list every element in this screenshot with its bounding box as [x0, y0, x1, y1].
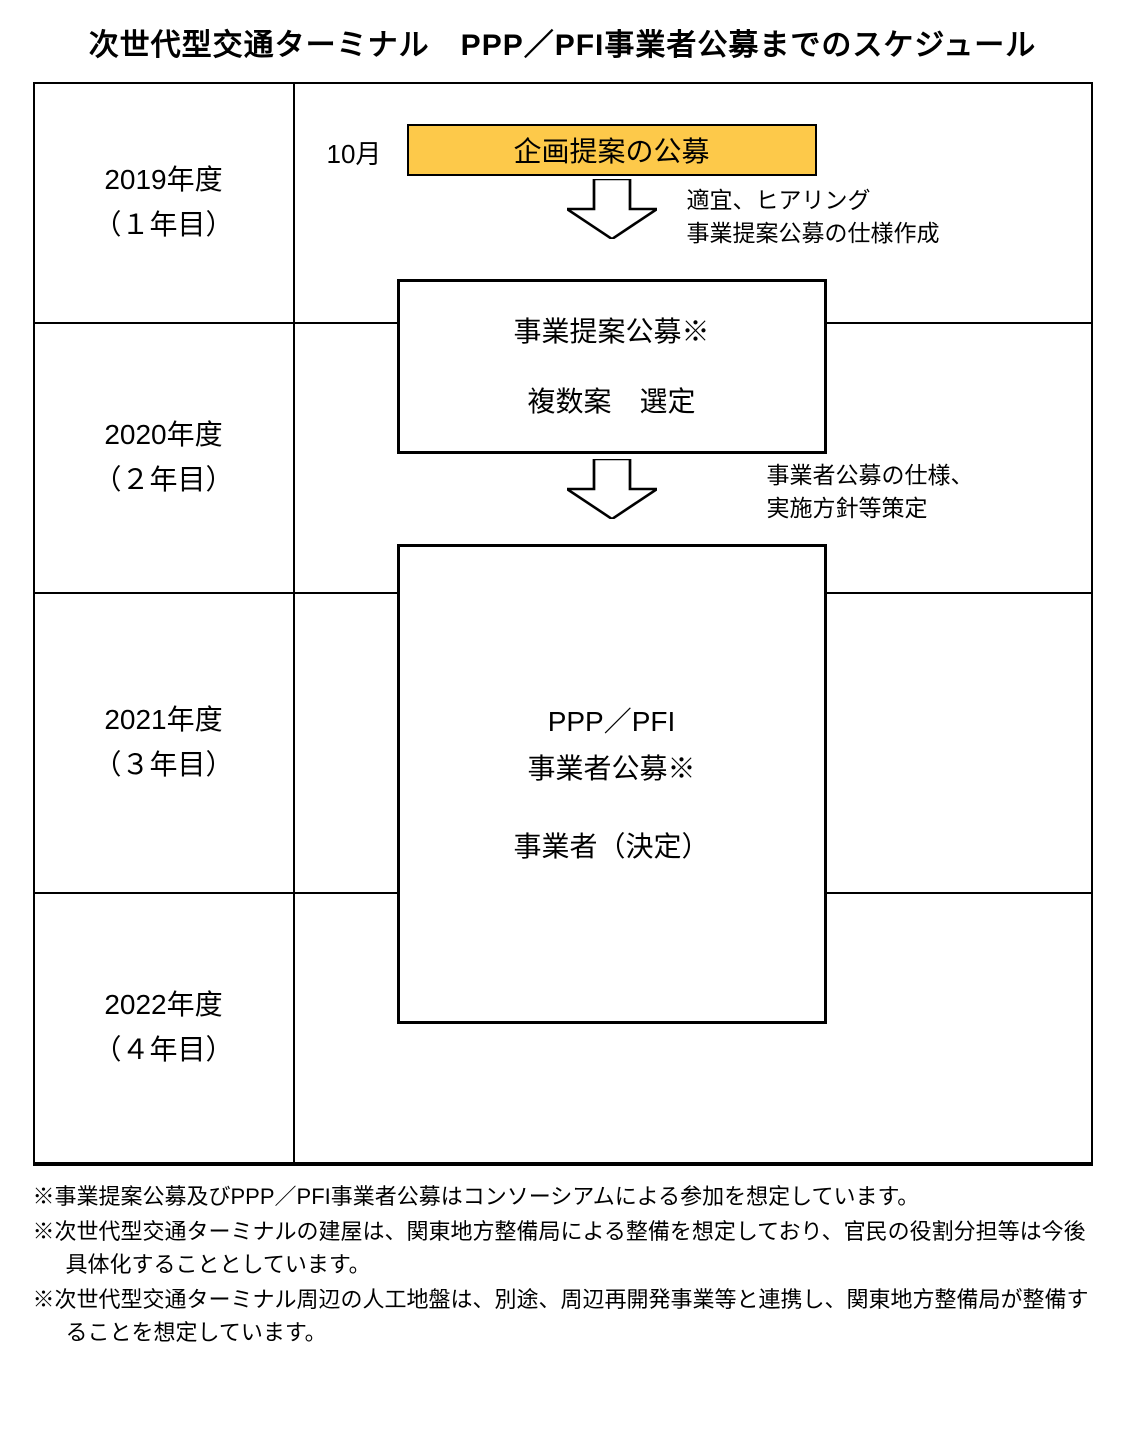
note-hearing: 適宜、ヒアリング 事業提案公募の仕様作成	[687, 184, 940, 251]
page-title: 次世代型交通ターミナル PPP／PFI事業者公募までのスケジュール	[20, 20, 1105, 64]
year-fy-2: 2020年度	[104, 413, 222, 458]
note-policy: 事業者公募の仕様、 実施方針等策定	[767, 459, 974, 526]
note1-line2: 事業提案公募の仕様作成	[687, 217, 940, 250]
box3-line2: 事業者公募※	[527, 745, 695, 793]
year-fy-1: 2019年度	[104, 158, 222, 203]
month-label: 10月	[327, 134, 382, 171]
year-sub-4: （４年目）	[93, 1028, 233, 1073]
note2-line2: 実施方針等策定	[767, 492, 974, 525]
box2-line1: 事業提案公募※	[513, 308, 709, 356]
arrow-down-icon	[567, 459, 657, 519]
arrow-down-icon	[567, 179, 657, 239]
year-fy-4: 2022年度	[104, 983, 222, 1028]
year-cell-3: 2021年度 （３年目）	[35, 594, 295, 892]
box2-line2: 複数案 選定	[527, 378, 695, 426]
year-sub-3: （３年目）	[93, 743, 233, 788]
box-proposal: 事業提案公募※ 複数案 選定	[397, 279, 827, 454]
year-sub-1: （１年目）	[93, 203, 233, 248]
footnote-3: ※次世代型交通ターミナル周辺の人工地盤は、別途、周辺再開発事業等と連携し、関東地…	[33, 1283, 1093, 1349]
box3-line3: 事業者（決定）	[513, 823, 709, 871]
year-cell-2: 2020年度 （２年目）	[35, 324, 295, 592]
box-ppp-pfi: PPP／PFI 事業者公募※ 事業者（決定）	[397, 544, 827, 1024]
schedule-table: 2019年度 （１年目） 2020年度 （２年目） 2021年度 （３年目） 2…	[33, 82, 1093, 1166]
highlight-box: 企画提案の公募	[407, 124, 817, 176]
note1-line1: 適宜、ヒアリング	[687, 184, 940, 217]
box3-line1: PPP／PFI	[548, 698, 676, 746]
year-cell-1: 2019年度 （１年目）	[35, 84, 295, 322]
footnote-1: ※事業提案公募及びPPP／PFI事業者公募はコンソーシアムによる参加を想定してい…	[33, 1180, 1093, 1213]
year-cell-4: 2022年度 （４年目）	[35, 894, 295, 1162]
year-sub-2: （２年目）	[93, 458, 233, 503]
note2-line1: 事業者公募の仕様、	[767, 459, 974, 492]
overlay-layer: 10月 企画提案の公募 適宜、ヒアリング 事業提案公募の仕様作成 事業提案公募※…	[297, 84, 1091, 1164]
footnote-2: ※次世代型交通ターミナルの建屋は、関東地方整備局による整備を想定しており、官民の…	[33, 1215, 1093, 1281]
year-fy-3: 2021年度	[104, 698, 222, 743]
footnotes: ※事業提案公募及びPPP／PFI事業者公募はコンソーシアムによる参加を想定してい…	[33, 1180, 1093, 1349]
